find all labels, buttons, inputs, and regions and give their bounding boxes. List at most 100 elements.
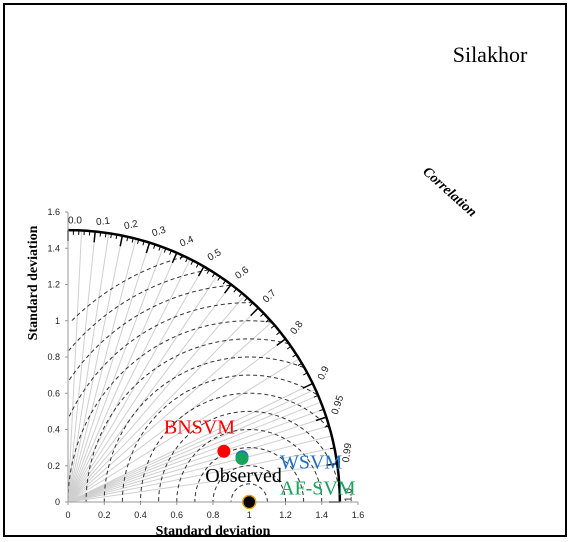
correlation-minor-tick [244,297,248,302]
correlation-radial-line [67,284,232,503]
correlation-minor-tick [185,257,189,263]
correlation-minor-tick [292,354,297,358]
correlation-major-tick [119,235,124,247]
point-af-svm [235,452,249,465]
correlation-minor-tick [158,246,161,251]
correlation-minor-tick [324,425,330,428]
correlation-tick-label: 1.0 [344,488,355,502]
correlation-minor-tick [206,269,210,274]
rms-arc [158,410,341,502]
correlation-radial-line [67,435,332,503]
rms-arc [121,374,317,502]
correlation-minor-tick [163,248,167,253]
x-tick-label: 0.8 [207,510,220,520]
correlation-major-tick [276,338,286,346]
correlation-radial-line [67,242,151,503]
correlation-tick-label: 0.99 [341,442,355,463]
correlation-radial-line [67,394,319,503]
correlation-radial-line [67,416,327,503]
correlation-radial-line [67,235,123,503]
correlation-radial-line [67,231,96,503]
correlation-minor-tick [286,345,292,350]
correlation-minor-tick [303,372,308,376]
correlation-major-tick [171,252,178,264]
correlation-minor-tick [329,447,335,450]
point-observed [242,494,257,510]
correlation-minor-tick [313,394,319,398]
y-tick-label: 0 [55,497,60,507]
correlation-radial-line [67,258,191,503]
x-tick-label: 0 [65,510,70,520]
correlation-tick-label: 0.8 [289,319,306,337]
x-tick-label: 1.6 [352,510,365,520]
correlation-minor-tick [115,234,118,240]
correlation-radial-line [67,233,110,503]
y-tick-label: 1.6 [47,207,60,217]
y-tick-label: 0.6 [47,388,60,398]
correlation-radial-line [67,408,324,503]
rms-arc [176,429,323,503]
correlation-minor-tick [169,250,172,255]
correlation-minor-tick [142,240,145,246]
correlation-radial-line [67,383,313,503]
correlation-title: Correlation [419,164,479,220]
correlation-minor-tick [233,288,237,293]
correlation-radial-line [67,252,178,503]
correlation-minor-tick [179,255,183,260]
rms-arc [68,302,253,418]
correlation-minor-tick [265,318,270,323]
correlation-major-tick [145,242,151,254]
correlation-minor-tick [297,362,303,367]
correlation-minor-tick [238,292,243,297]
rms-arc [212,465,286,502]
correlation-minor-tick [131,237,134,243]
x-tick-label: 0.4 [134,510,147,520]
correlation-radial-line [67,274,218,503]
correlation-minor-tick [211,272,216,278]
rms-arc [230,483,268,502]
chart-title: Silakhor [453,42,528,67]
correlation-minor-tick [217,276,221,281]
correlation-tick-label: 0.5 [206,247,224,264]
correlation-minor-tick [249,302,254,307]
x-tick-label: 1.4 [315,510,328,520]
correlation-tick-label: 0.2 [123,219,139,233]
correlation-minor-tick [222,280,227,285]
correlation-minor-tick [276,331,281,336]
correlation-major-tick [93,231,96,243]
correlation-major-tick [326,462,338,466]
x-axis-title: Standard deviation [156,524,271,539]
correlation-minor-tick [126,236,129,242]
rms-arc [69,256,184,323]
correlation-major-tick [315,416,327,422]
correlation-radial-line [67,321,273,503]
y-tick-label: 0.4 [47,425,60,435]
axis-layer: 0.0 0.1 0.2 0.3 0.4 0.5 0.6 0.7 0.8 0.9 0.95 0.99 1.… [47,207,364,520]
correlation-radial-line [67,401,322,503]
correlation-minor-tick [99,232,102,237]
correlation-radial-line [67,295,246,503]
correlation-minor-tick [260,312,265,317]
x-tick-label: 0.6 [170,510,183,520]
correlation-tick-label: 0.3 [151,225,168,240]
correlation-tick-label: 0.6 [233,264,251,281]
rms-arc [140,392,330,502]
y-tick-label: 1.2 [47,280,60,290]
correlation-radial-line [67,307,259,503]
correlation-minor-tick [153,244,156,249]
label-bnsvm: BNSVM [164,416,235,438]
label-wsvm: WSVM [280,452,342,474]
correlation-minor-tick [270,324,275,329]
correlation-tick-label: 0.9 [316,364,332,382]
correlation-major-tick [224,284,232,294]
correlation-radial-line [67,447,335,503]
y-tick-label: 1.4 [47,243,60,253]
correlation-minor-tick [319,408,324,412]
point-bnsvm [217,444,231,458]
correlation-minor-tick [190,260,194,265]
grid-layer [67,230,341,503]
y-tick-label: 1 [55,316,60,326]
correlation-minor-tick [195,263,199,268]
correlation-radial-line [67,247,164,503]
rms-arc [68,284,231,381]
